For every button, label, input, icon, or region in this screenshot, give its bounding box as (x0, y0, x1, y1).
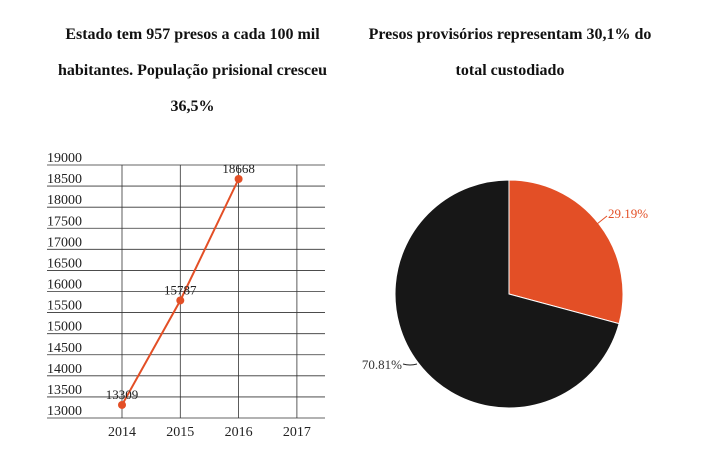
y-tick-label: 17500 (47, 214, 82, 229)
y-tick-label: 19000 (47, 151, 82, 166)
pie-label-leader (596, 215, 608, 225)
pie-label: 29.19% (608, 206, 648, 221)
pie-label-leader (402, 363, 418, 366)
y-tick-label: 13000 (47, 404, 82, 419)
pie-chart-title: Presos provisórios representam 30,1% do … (368, 26, 652, 79)
data-label: 15787 (164, 282, 197, 297)
data-label: 13309 (106, 387, 139, 402)
x-tick-label: 2017 (283, 425, 311, 440)
data-point (234, 174, 243, 183)
y-tick-label: 14000 (47, 362, 82, 377)
x-tick-label: 2014 (108, 425, 136, 440)
y-tick-label: 18000 (47, 193, 82, 208)
data-label: 18668 (222, 161, 255, 176)
pie-label: 70.81% (362, 357, 402, 372)
y-tick-label: 17000 (47, 235, 82, 250)
y-tick-label: 15500 (47, 299, 82, 314)
y-tick-label: 13500 (47, 383, 82, 398)
y-tick-label: 15000 (47, 320, 82, 335)
x-tick-label: 2016 (225, 425, 253, 440)
y-tick-label: 16500 (47, 256, 82, 271)
x-tick-label: 2015 (166, 425, 194, 440)
y-tick-label: 16000 (47, 278, 82, 293)
y-tick-label: 18500 (47, 172, 82, 187)
data-point (118, 400, 126, 409)
data-point (176, 296, 185, 305)
pie-slice (508, 179, 624, 325)
y-tick-label: 14500 (47, 341, 82, 356)
pie-slice (394, 179, 620, 409)
line-chart-title: Estado tem 957 presos a cada 100 mil hab… (57, 26, 328, 115)
